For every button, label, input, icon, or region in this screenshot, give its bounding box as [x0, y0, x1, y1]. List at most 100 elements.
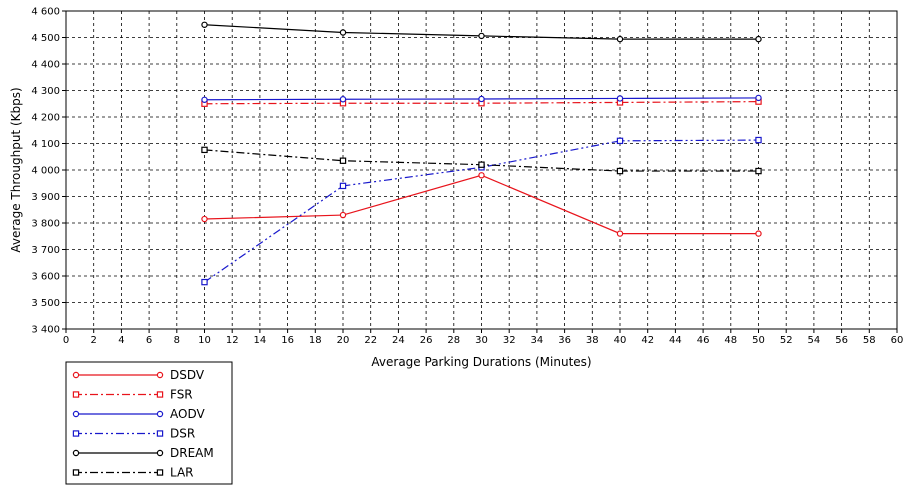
data-point-dsr [616, 137, 624, 145]
x-tick-label: 34 [531, 335, 544, 346]
data-point-aodv [339, 96, 347, 103]
y-axis-title: Average Throughput (Kbps) [9, 87, 23, 252]
legend-marker-dsdv [156, 371, 164, 379]
y-tick-label: 4 600 [31, 7, 60, 18]
y-tick-label: 3 500 [31, 298, 60, 309]
x-tick-label: 16 [281, 335, 294, 346]
data-point-dream [201, 21, 208, 28]
y-tick-label: 4 100 [31, 139, 60, 150]
legend-marker-fsr [72, 391, 80, 398]
x-tick-label: 36 [558, 335, 571, 346]
x-tick-label: 44 [669, 335, 682, 346]
legend-entry-dsr: DSR [72, 427, 195, 441]
x-tick-label: 42 [641, 335, 654, 346]
grid [66, 11, 897, 329]
y-tick-label: 4 200 [31, 113, 60, 124]
legend-marker-aodv [156, 410, 164, 418]
x-tick-label: 14 [254, 335, 267, 346]
data-point-dsdv [339, 211, 347, 219]
data-point-aodv [755, 94, 762, 102]
x-tick-label: 18 [309, 335, 322, 346]
data-point-aodv [201, 96, 208, 103]
x-tick-label: 30 [475, 335, 488, 346]
x-tick-label: 46 [697, 335, 710, 346]
data-point-lar [755, 167, 762, 175]
legend-entry-fsr: FSR [72, 388, 193, 402]
x-tick-label: 22 [364, 335, 377, 346]
legend-label-dsr: DSR [170, 427, 195, 441]
x-tick-label: 20 [337, 335, 350, 346]
x-tick-label: 56 [835, 335, 848, 346]
x-tick-label: 0 [63, 335, 69, 346]
y-tick-label: 4 300 [31, 86, 60, 97]
legend-marker-dream [72, 449, 80, 457]
data-point-lar [339, 157, 347, 164]
x-tick-label: 10 [198, 335, 211, 346]
legend-label-lar: LAR [170, 466, 194, 480]
data-point-dsr [755, 136, 762, 144]
x-tick-label: 54 [808, 335, 821, 346]
data-point-lar [201, 146, 208, 154]
x-tick-label: 24 [392, 335, 405, 346]
series-dream [201, 21, 762, 43]
x-tick-label: 38 [586, 335, 599, 346]
y-tick-label: 4 400 [31, 60, 60, 71]
y-tick-label: 4 000 [31, 166, 60, 177]
x-tick-label: 58 [863, 335, 876, 346]
legend-marker-dsdv [72, 371, 80, 379]
series-lar [201, 146, 762, 175]
legend-marker-dsr [72, 430, 80, 437]
data-point-aodv [616, 95, 624, 102]
legend-marker-aodv [72, 410, 80, 418]
legend-marker-lar [156, 469, 164, 476]
data-point-dsdv [201, 215, 208, 223]
legend-entry-dream: DREAM [72, 446, 214, 460]
series-line-dsr [204, 139, 759, 283]
x-tick-label: 6 [146, 335, 152, 346]
legend-label-aodv: AODV [170, 407, 205, 421]
series-lines [201, 21, 762, 286]
data-point-dream [755, 35, 762, 43]
legend-label-dream: DREAM [170, 446, 214, 460]
series-aodv [201, 94, 762, 103]
x-tick-label: 28 [447, 335, 460, 346]
legend-label-dsdv: DSDV [170, 368, 205, 382]
legend-entry-aodv: AODV [72, 407, 205, 421]
y-tick-label: 3 700 [31, 245, 60, 256]
x-tick-label: 60 [891, 335, 904, 346]
data-point-dsdv [755, 230, 762, 237]
data-point-aodv [478, 95, 485, 103]
x-tick-label: 32 [503, 335, 516, 346]
legend-entry-dsdv: DSDV [72, 368, 205, 382]
x-tick-label: 8 [174, 335, 180, 346]
data-point-lar [478, 161, 485, 168]
x-tick-label: 26 [420, 335, 433, 346]
legend: DSDV FSR AODV DSR DREAM LAR [65, 361, 233, 485]
x-tick-label: 12 [226, 335, 239, 346]
y-tick-label: 3 900 [31, 192, 60, 203]
legend-box [65, 361, 233, 485]
data-point-dsdv [616, 230, 624, 237]
axis-ticks: 0 2 4 6 8 10 12 14 16 18 20 22 24 26 28 30 32 34 36 38 40 42 4… [31, 7, 903, 347]
data-point-lar [616, 167, 624, 175]
y-tick-label: 4 500 [31, 33, 60, 44]
legend-marker-dream [156, 449, 164, 457]
data-point-dream [616, 35, 624, 43]
x-tick-label: 4 [118, 335, 124, 346]
data-point-dsr [339, 182, 347, 190]
y-tick-label: 3 600 [31, 272, 60, 283]
data-point-dsdv [478, 172, 485, 179]
legend-label-fsr: FSR [170, 388, 193, 402]
x-tick-label: 40 [614, 335, 627, 346]
x-tick-label: 50 [752, 335, 765, 346]
data-point-dsr [201, 278, 208, 286]
x-tick-label: 48 [724, 335, 737, 346]
data-point-dream [339, 29, 347, 36]
legend-entry-lar: LAR [72, 466, 194, 480]
x-axis-title: Average Parking Durations (Minutes) [371, 355, 591, 369]
x-tick-label: 52 [780, 335, 793, 346]
y-tick-label: 3 400 [31, 325, 60, 336]
x-tick-label: 2 [91, 335, 97, 346]
legend-marker-dsr [156, 430, 164, 437]
